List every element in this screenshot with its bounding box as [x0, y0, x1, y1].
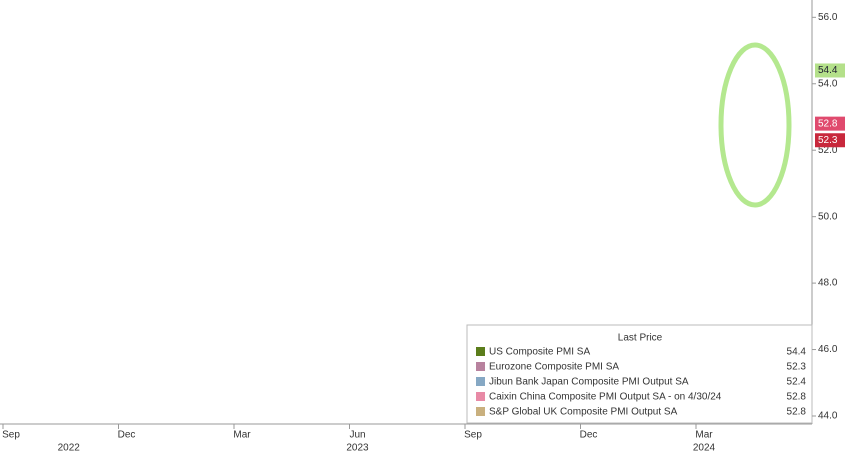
legend-value: 52.4 — [787, 377, 807, 388]
highlight-ellipse — [718, 42, 792, 208]
legend-swatch — [476, 347, 485, 356]
legend-swatch — [476, 377, 485, 386]
legend-swatch — [476, 362, 485, 371]
y-tick-label: 46.0 — [818, 344, 838, 355]
x-tick-label: Sep — [2, 430, 20, 441]
x-year-label: 2023 — [346, 443, 369, 454]
legend-value: 52.8 — [787, 392, 807, 403]
legend-label: Eurozone Composite PMI SA — [489, 362, 619, 373]
x-tick-label: Dec — [580, 430, 598, 441]
x-tick-label: Dec — [118, 430, 136, 441]
x-year-label: 2022 — [58, 443, 81, 454]
y-tick-label: 50.0 — [818, 211, 838, 222]
x-tick-label: Mar — [233, 430, 251, 441]
legend-swatch — [476, 407, 485, 416]
x-tick-label: Jun — [349, 430, 365, 441]
x-tick-label: Sep — [464, 430, 482, 441]
y-tick-label: 56.0 — [818, 12, 838, 23]
x-year-label: 2024 — [693, 443, 716, 454]
y-tick-label: 48.0 — [818, 278, 838, 289]
y-tick-label: 52.0 — [818, 145, 838, 156]
value-tag-label: 52.3 — [818, 135, 838, 146]
value-tag-label: 52.8 — [818, 118, 838, 129]
legend-label: S&P Global UK Composite PMI Output SA — [489, 407, 678, 418]
value-tag — [815, 63, 845, 78]
legend-label: Jibun Bank Japan Composite PMI Output SA — [489, 377, 689, 388]
x-tick-label: Mar — [695, 430, 713, 441]
legend-value: 52.8 — [787, 407, 807, 418]
value-tag — [815, 133, 845, 148]
y-tick-label: 44.0 — [818, 411, 838, 422]
legend-value: 54.4 — [787, 347, 807, 358]
legend-box — [466, 324, 813, 424]
value-tag — [815, 116, 845, 131]
legend-swatch — [476, 392, 485, 401]
y-tick-label: 54.0 — [818, 78, 838, 89]
legend-title: Last Price — [618, 333, 663, 344]
legend-value: 52.3 — [787, 362, 807, 373]
legend-label: US Composite PMI SA — [489, 347, 590, 358]
legend-label: Caixin China Composite PMI Output SA - o… — [489, 392, 722, 403]
value-tag-label: 54.4 — [818, 65, 838, 76]
